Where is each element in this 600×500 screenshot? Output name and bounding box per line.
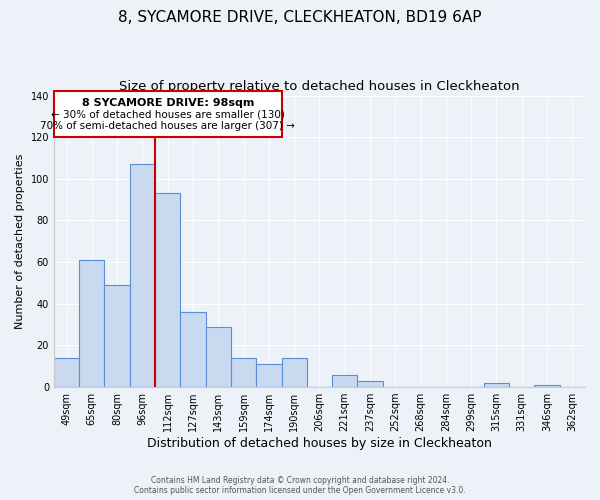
Bar <box>54 358 79 387</box>
X-axis label: Distribution of detached houses by size in Cleckheaton: Distribution of detached houses by size … <box>147 437 492 450</box>
Bar <box>358 381 383 387</box>
Bar <box>155 194 181 387</box>
Text: Contains HM Land Registry data © Crown copyright and database right 2024.: Contains HM Land Registry data © Crown c… <box>151 476 449 485</box>
Bar <box>484 383 509 387</box>
Bar <box>130 164 155 387</box>
Bar <box>54 92 281 137</box>
Bar <box>332 374 358 387</box>
Title: Size of property relative to detached houses in Cleckheaton: Size of property relative to detached ho… <box>119 80 520 93</box>
Bar <box>79 260 104 387</box>
Bar <box>535 385 560 387</box>
Bar <box>206 326 231 387</box>
Text: 8, SYCAMORE DRIVE, CLECKHEATON, BD19 6AP: 8, SYCAMORE DRIVE, CLECKHEATON, BD19 6AP <box>118 10 482 25</box>
Text: Contains public sector information licensed under the Open Government Licence v3: Contains public sector information licen… <box>134 486 466 495</box>
Text: 70% of semi-detached houses are larger (307) →: 70% of semi-detached houses are larger (… <box>40 120 295 130</box>
Y-axis label: Number of detached properties: Number of detached properties <box>15 154 25 329</box>
Bar <box>231 358 256 387</box>
Text: 8 SYCAMORE DRIVE: 98sqm: 8 SYCAMORE DRIVE: 98sqm <box>82 98 254 108</box>
Bar <box>281 358 307 387</box>
Bar <box>256 364 281 387</box>
Bar <box>104 285 130 387</box>
Bar <box>181 312 206 387</box>
Text: ← 30% of detached houses are smaller (130): ← 30% of detached houses are smaller (13… <box>51 109 284 119</box>
